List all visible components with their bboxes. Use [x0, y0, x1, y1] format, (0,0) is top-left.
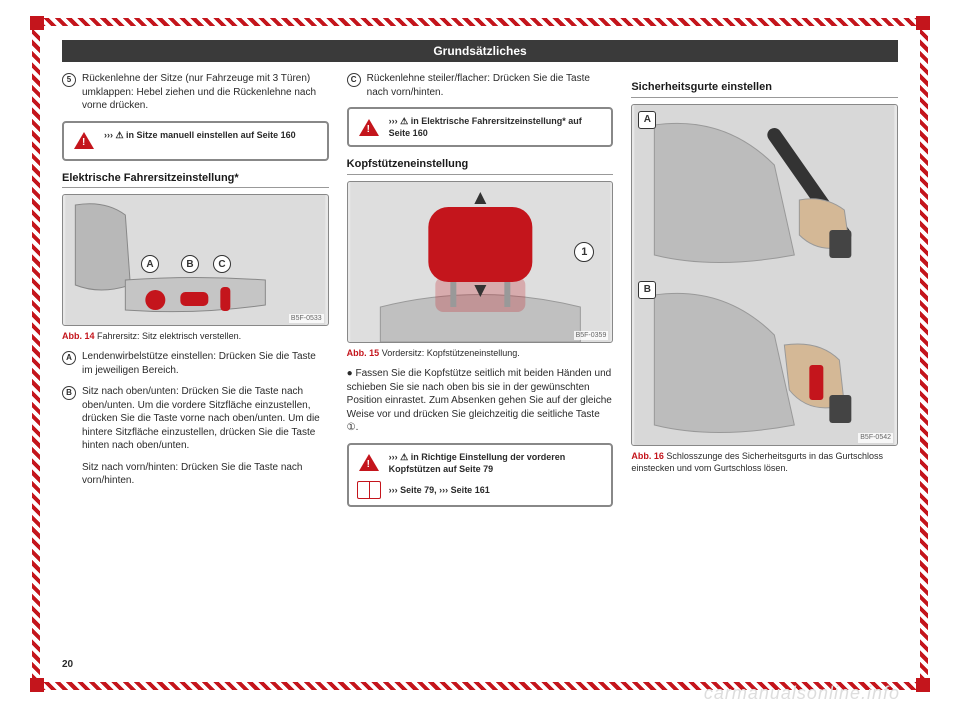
watermark: carmanualsonline.info [704, 683, 900, 704]
bullet-a-icon: A [62, 351, 76, 365]
figure-caption: Abb. 16 Schlosszunge des Sicherheitsgurt… [631, 450, 898, 474]
column-2: C Rückenlehne steiler/flacher: Drücken S… [347, 72, 614, 668]
warning-text: ››› ⚠ in Richtige Einstellung der vorder… [389, 451, 604, 475]
label-a-icon: A [638, 111, 656, 129]
body-text: ● Fassen Sie die Kopfstütze seitlich mit… [347, 367, 614, 435]
item-text: Rückenlehne der Sitze (nur Fahrzeuge mit… [82, 72, 329, 113]
seatbelt-illustration [632, 105, 897, 445]
caption-text: Schlosszunge des Sicherheitsgurts in das… [631, 451, 883, 473]
column-3: Sicherheitsgurte einstellen [631, 72, 898, 668]
bullet-5-icon: 5 [62, 73, 76, 87]
figure-caption: Abb. 15 Vordersitz: Kopfstützeneinstellu… [347, 347, 614, 359]
subheading: Kopfstützeneinstellung [347, 157, 614, 175]
warning-icon [357, 451, 381, 475]
reference-text: ››› Seite 79, ››› Seite 161 [389, 484, 490, 496]
warning-text: ››› ⚠ in Elektrische Fahrersitzeinstellu… [389, 115, 604, 139]
warning-text: ››› ⚠ in Sitze manuell einstellen auf Se… [104, 129, 296, 141]
reference-box: ››› ⚠ in Richtige Einstellung der vorder… [347, 443, 614, 507]
warning-icon [357, 115, 381, 139]
page-title: Grundsätzliches [62, 40, 898, 62]
figure-16: A B B5F-0542 [631, 104, 898, 446]
item-text: Rückenlehne steiler/flacher: Drücken Sie… [367, 72, 614, 99]
warning-box: ››› ⚠ in Sitze manuell einstellen auf Se… [62, 121, 329, 161]
item-text: Lendenwirbelstütze einstellen: Drücken S… [82, 350, 329, 377]
page-content: Grundsätzliches 5 Rückenlehne der Sitze … [62, 40, 898, 668]
list-item: C Rückenlehne steiler/flacher: Drücken S… [347, 72, 614, 99]
caption-text: Vordersitz: Kopfstützeneinstellung. [382, 348, 520, 358]
figure-15: 1 B5F-0359 [347, 181, 614, 343]
subheading: Sicherheitsgurte einstellen [631, 80, 898, 98]
list-item: B Sitz nach oben/unten: Drücken Sie die … [62, 385, 329, 453]
list-item: A Lendenwirbelstütze einstellen: Drücken… [62, 350, 329, 377]
column-layout: 5 Rückenlehne der Sitze (nur Fahrzeuge m… [62, 72, 898, 668]
figure-code: B5F-0533 [289, 314, 324, 323]
figure-code: B5F-0359 [574, 331, 609, 340]
caption-prefix: Abb. 14 [62, 331, 95, 341]
bullet-c-icon: C [347, 73, 361, 87]
item-text: Sitz nach vorn/hinten: Drücken Sie die T… [82, 461, 329, 488]
figure-caption: Abb. 14 Fahrersitz: Sitz elektrisch vers… [62, 330, 329, 342]
subheading: Elektrische Fahrersitzeinstellung* [62, 171, 329, 189]
caption-text: Fahrersitz: Sitz elektrisch verstellen. [97, 331, 241, 341]
book-icon [357, 481, 381, 499]
caption-prefix: Abb. 16 [631, 451, 664, 461]
item-text: Sitz nach oben/unten: Drücken Sie die Ta… [82, 385, 329, 453]
bullet-b-icon: B [62, 386, 76, 400]
headrest-illustration [348, 182, 613, 342]
list-item: Sitz nach vorn/hinten: Drücken Sie die T… [62, 461, 329, 488]
warning-icon [72, 129, 96, 153]
warning-box: ››› ⚠ in Elektrische Fahrersitzeinstellu… [347, 107, 614, 147]
figure-14: A B C B5F-0533 [62, 194, 329, 326]
caption-prefix: Abb. 15 [347, 348, 380, 358]
list-item: 5 Rückenlehne der Sitze (nur Fahrzeuge m… [62, 72, 329, 113]
figure-code: B5F-0542 [858, 433, 893, 442]
column-1: 5 Rückenlehne der Sitze (nur Fahrzeuge m… [62, 72, 329, 668]
page-number: 20 [62, 659, 73, 670]
label-b-icon: B [638, 281, 656, 299]
